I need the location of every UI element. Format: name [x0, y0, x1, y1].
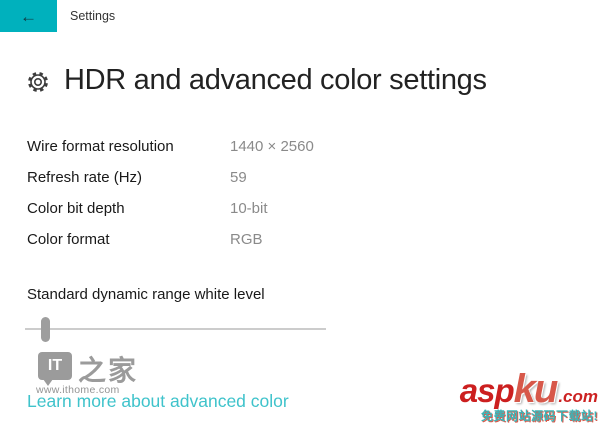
app-title: Settings: [70, 9, 116, 23]
sdr-white-level-slider-track[interactable]: [25, 328, 326, 330]
page-header: HDR and advanced color settings: [26, 64, 487, 97]
page-title: HDR and advanced color settings: [64, 64, 487, 96]
ithome-logo-text: IT: [47, 357, 63, 374]
info-row-color-format: Color format RGB: [27, 224, 447, 255]
info-value: 1440 × 2560: [230, 138, 314, 155]
gear-icon: [28, 72, 48, 92]
ithome-logo-icon: IT: [38, 352, 72, 386]
aspku-tagline: 免费网站源码下载站!: [481, 409, 598, 423]
aspku-logo: asp ku .com: [428, 369, 598, 409]
ithome-url: www.ithome.com: [36, 384, 120, 396]
back-button[interactable]: ←: [0, 0, 57, 32]
info-label: Color bit depth: [27, 200, 125, 217]
info-label: Refresh rate (Hz): [27, 169, 143, 186]
aspku-logo-com: .com: [558, 387, 598, 406]
info-row-refresh-rate: Refresh rate (Hz) 59: [27, 162, 447, 193]
display-info-list: Wire format resolution 1440 × 2560 Refre…: [27, 131, 447, 255]
back-arrow-icon: ←: [20, 6, 37, 26]
aspku-logo-ku: ku: [513, 367, 559, 411]
aspku-logo-asp: asp: [459, 372, 515, 409]
info-label: Wire format resolution: [27, 138, 174, 155]
info-row-wire-format-resolution: Wire format resolution 1440 × 2560: [27, 131, 447, 162]
info-value: 10-bit: [230, 200, 268, 217]
sdr-white-level-label: Standard dynamic range white level: [27, 286, 265, 303]
info-row-color-bit-depth: Color bit depth 10-bit: [27, 193, 447, 224]
aspku-watermark: asp ku .com 免费网站源码下载站!: [428, 369, 598, 422]
info-label: Color format: [27, 231, 110, 248]
info-value: 59: [230, 169, 247, 186]
info-value: RGB: [230, 231, 263, 248]
learn-more-link[interactable]: Learn more about advanced color: [27, 391, 289, 411]
ithome-logo-suffix: 之家: [78, 354, 139, 387]
sdr-white-level-slider-thumb[interactable]: [41, 317, 50, 342]
